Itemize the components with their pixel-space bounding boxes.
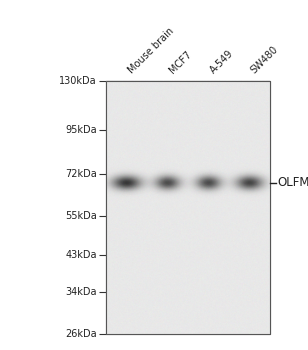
Bar	[106, 80, 270, 334]
Text: 95kDa: 95kDa	[65, 125, 97, 135]
Text: Mouse brain: Mouse brain	[127, 26, 176, 75]
Text: 34kDa: 34kDa	[66, 287, 97, 297]
Text: OLFM1: OLFM1	[277, 176, 308, 189]
Text: SW480: SW480	[249, 44, 280, 75]
Text: 72kDa: 72kDa	[65, 169, 97, 178]
Text: MCF7: MCF7	[168, 49, 194, 75]
Bar	[106, 80, 270, 334]
Text: 130kDa: 130kDa	[59, 76, 97, 85]
Text: 26kDa: 26kDa	[65, 329, 97, 339]
Text: 43kDa: 43kDa	[66, 250, 97, 260]
Text: 55kDa: 55kDa	[65, 211, 97, 221]
Text: A-549: A-549	[208, 48, 235, 75]
